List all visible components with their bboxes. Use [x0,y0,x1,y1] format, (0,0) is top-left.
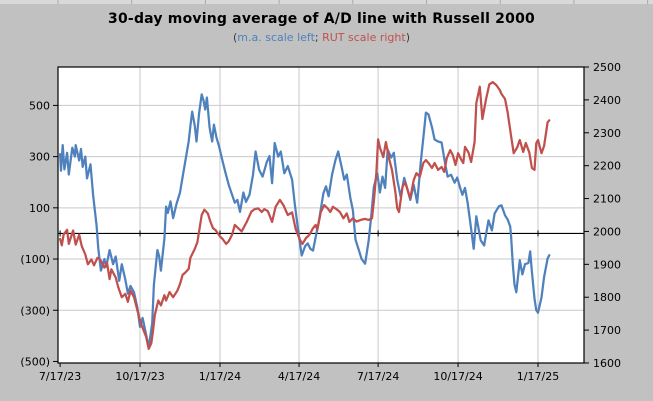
x-axis-labels: 7/17/23 10/17/23 1/17/24 4/17/24 7/17/24 10/1… [39,370,559,383]
y-axis-right-tick-label: 1600 [593,357,621,370]
x-axis-tick-label: 10/17/23 [115,370,164,383]
x-axis-tick-label: 1/17/24 [199,370,241,383]
y-axis-right-tick-label: 2400 [593,94,621,107]
x-axis-tick-label: 7/17/23 [39,370,81,383]
y-axis-left-tick-label: (500) [20,355,50,368]
y-axis-left-tick-label: 300 [29,151,50,164]
y-axis-left-labels: 500 300 100 (100) (300) (500) [20,99,50,368]
x-axis-tick-label: 1/17/25 [517,370,559,383]
y-axis-right-tick-label: 2200 [593,160,621,173]
x-axis-tick-label: 4/17/24 [278,370,320,383]
x-axis-tick-label: 7/17/24 [357,370,399,383]
y-axis-left-tick-label: 100 [29,202,50,215]
y-axis-left-tick-label: (300) [20,304,50,317]
y-axis-right-tick-label: 1800 [593,291,621,304]
axes [53,66,589,367]
y-axis-right-tick-label: 2500 [593,61,621,74]
y-axis-right-tick-label: 1700 [593,324,621,337]
spreadsheet-row-strip [0,0,653,4]
plot-border [57,66,585,364]
y-axis-right-tick-label: 1900 [593,258,621,271]
y-axis-right-tick-label: 2000 [593,225,621,238]
y-axis-right-tick-label: 2100 [593,193,621,206]
rut-line-series [58,80,551,351]
y-axis-left-tick-label: 500 [29,99,50,112]
y-axis-left-tick-label: (100) [20,253,50,266]
ma-line-series [58,93,551,349]
x-axis-tick-label: 10/17/24 [433,370,482,383]
y-axis-right-tick-label: 2300 [593,127,621,140]
y-axis-right-labels: 2500 2400 2300 2200 2100 2000 1900 1800 1700 1600 [593,61,621,370]
